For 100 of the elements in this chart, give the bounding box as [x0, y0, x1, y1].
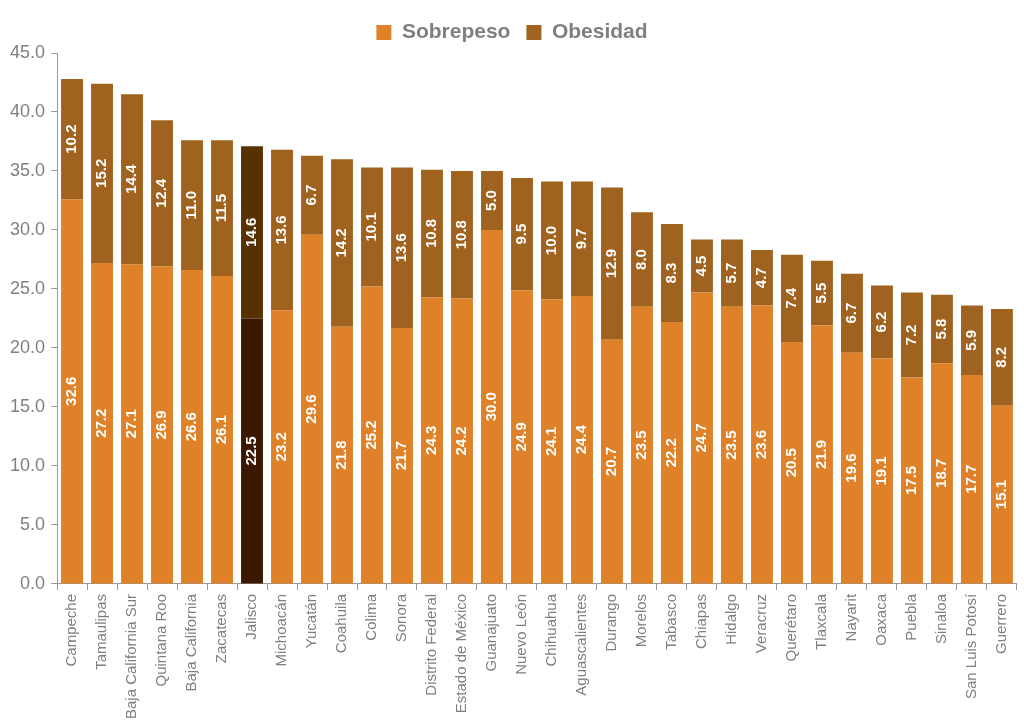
x-tick-label: Zacatecas — [212, 593, 230, 664]
bar — [511, 290, 533, 584]
bar — [181, 270, 203, 584]
data-label: 18.7 — [932, 458, 950, 488]
bar — [121, 264, 143, 584]
bar — [61, 78, 83, 200]
bar — [871, 285, 893, 359]
bar — [121, 94, 143, 265]
y-tick-label: 40.0 — [9, 100, 46, 121]
bar — [751, 250, 773, 306]
data-label: 32.6 — [62, 376, 80, 406]
x-tick-label: Hidalgo — [722, 593, 740, 645]
bar — [61, 199, 83, 584]
x-tick-label: Nuevo León — [512, 593, 530, 675]
data-label: 23.5 — [722, 430, 740, 460]
bar — [211, 140, 233, 276]
bar — [901, 292, 923, 378]
bar — [721, 306, 743, 584]
x-tick-label: Tabasco — [662, 593, 680, 650]
bar — [391, 167, 413, 328]
data-label: 15.2 — [92, 158, 110, 188]
data-label: 5.0 — [482, 190, 500, 211]
bar — [601, 339, 623, 584]
bar — [871, 358, 893, 584]
bar — [721, 239, 743, 307]
data-label: 12.9 — [602, 249, 620, 279]
x-tick-label: Veracruz — [752, 593, 770, 654]
x-tick-label: Puebla — [902, 593, 920, 641]
data-label: 19.1 — [872, 456, 890, 486]
data-label: 4.7 — [752, 267, 770, 289]
x-tick-label: Aguascalientes — [572, 593, 590, 696]
bar — [661, 224, 683, 323]
bar — [301, 234, 323, 584]
data-label: 23.2 — [272, 432, 290, 462]
data-label: 10.0 — [542, 226, 560, 256]
bar — [451, 170, 473, 299]
x-tick-label: Oaxaca — [872, 593, 890, 646]
y-tick-label: 15.0 — [9, 395, 46, 416]
data-label: 17.5 — [902, 465, 920, 496]
data-label: 8.3 — [662, 262, 680, 284]
data-label: 22.5 — [242, 436, 260, 466]
bar — [781, 342, 803, 584]
bar — [91, 263, 113, 584]
x-tick-label: Distrito Federal — [422, 593, 440, 696]
x-tick-label: Tamaulipas — [92, 593, 110, 670]
data-label: 13.6 — [272, 215, 290, 245]
data-label: 20.5 — [782, 448, 800, 478]
data-label: 17.7 — [962, 464, 980, 494]
data-label: 19.6 — [842, 453, 860, 483]
x-tick-label: San Luis Potosí — [962, 593, 980, 700]
x-tick-label: Baja California — [182, 593, 200, 692]
x-tick-label: Chihuahua — [542, 593, 560, 667]
x-tick-label: Durango — [602, 593, 620, 652]
data-label: 21.7 — [392, 441, 410, 471]
x-tick-label: Coahuila — [332, 593, 350, 654]
bar — [361, 286, 383, 584]
bar — [331, 159, 353, 327]
data-label: 6.2 — [872, 311, 890, 333]
bar — [811, 325, 833, 584]
bar — [421, 169, 443, 298]
bar — [601, 187, 623, 340]
x-tick-label: Quintana Roo — [152, 593, 170, 687]
data-label: 4.5 — [692, 255, 710, 277]
y-tick-label: 45.0 — [9, 41, 46, 62]
data-label: 23.6 — [752, 429, 770, 460]
bar — [301, 155, 323, 235]
data-label: 6.7 — [842, 302, 860, 324]
y-tick-label: 35.0 — [9, 159, 46, 180]
x-tick-label: Baja California Sur — [122, 593, 140, 719]
bar — [241, 146, 263, 319]
data-label: 21.9 — [812, 439, 830, 470]
bar — [901, 377, 923, 584]
x-tick-label: Estado de México — [452, 593, 470, 714]
bar — [841, 273, 863, 353]
bar — [481, 229, 503, 584]
bar — [451, 298, 473, 584]
legend-label: Sobrepeso — [401, 19, 511, 43]
legend-label: Obesidad — [551, 19, 648, 43]
data-label: 30.0 — [482, 392, 500, 422]
data-label: 12.4 — [152, 178, 170, 209]
x-tick-label: Sinaloa — [932, 593, 950, 644]
data-label: 26.1 — [212, 415, 230, 445]
bar — [541, 181, 563, 300]
data-label: 5.8 — [932, 318, 950, 340]
data-label: 20.7 — [602, 446, 620, 477]
bar — [931, 294, 953, 364]
data-label: 27.1 — [122, 409, 140, 439]
bar — [931, 363, 953, 584]
data-label: 26.9 — [152, 410, 170, 440]
bar — [571, 296, 593, 584]
data-label: 24.3 — [422, 425, 440, 455]
bar — [661, 322, 683, 584]
bar — [151, 120, 173, 267]
data-label: 14.6 — [242, 217, 260, 247]
x-tick-label: Tlaxcala — [812, 593, 830, 650]
y-tick-label: 20.0 — [9, 336, 46, 357]
y-tick-label: 30.0 — [9, 218, 46, 239]
data-label: 24.7 — [692, 423, 710, 453]
bar — [421, 297, 443, 584]
x-tick-label: Guanajuato — [482, 593, 500, 672]
